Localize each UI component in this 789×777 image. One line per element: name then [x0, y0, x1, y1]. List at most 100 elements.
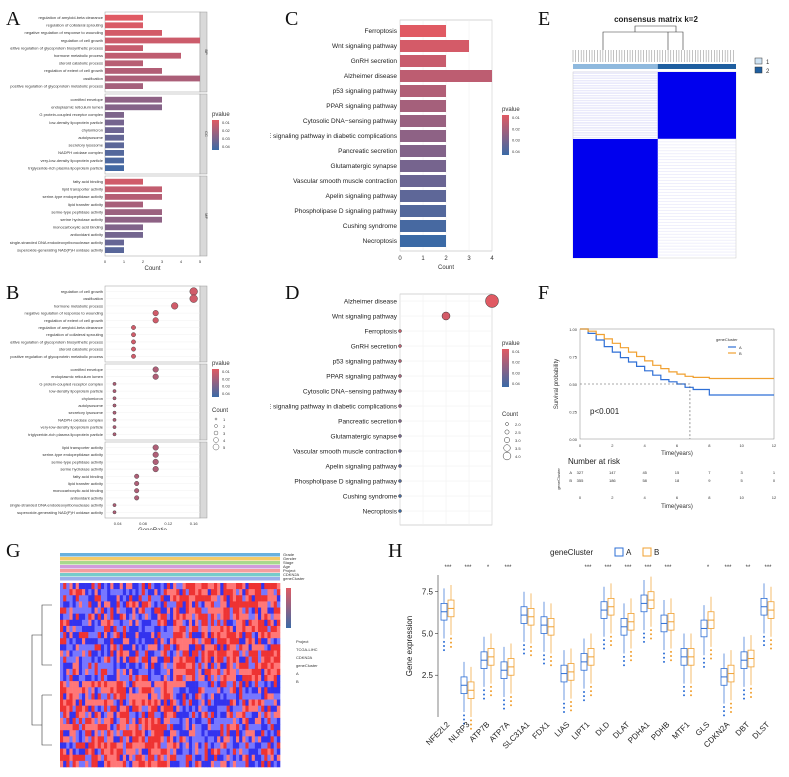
a-term-label: lipid transfer activity — [68, 202, 103, 207]
g-heat-cell — [176, 656, 180, 664]
g-heat-cell — [94, 589, 99, 596]
g-heat-cell — [78, 595, 83, 602]
g-heat-cell — [151, 583, 155, 590]
g-heat-cell — [226, 613, 231, 621]
g-heat-cell — [78, 748, 83, 756]
g-heat-cell — [176, 730, 180, 737]
g-heat-cell — [135, 724, 139, 731]
g-heat-cell — [242, 711, 246, 719]
g-heat-cell — [176, 662, 180, 670]
b-dot — [112, 432, 117, 437]
g-heat-cell — [119, 681, 124, 688]
g-heat-cell — [207, 595, 212, 602]
g-heat-cell — [276, 730, 281, 737]
g-heat-cell — [107, 650, 111, 657]
g-heat-cell — [78, 656, 83, 664]
g-heat-cell — [248, 760, 253, 768]
g-heat-cell — [261, 717, 265, 725]
g-heat-cell — [126, 583, 130, 590]
g-heat-cell — [188, 705, 193, 713]
g-heat-cell — [276, 644, 281, 651]
g-heat-cell — [207, 675, 212, 682]
g-heat-cell — [78, 742, 83, 749]
g-heat-cell — [226, 650, 231, 657]
g-heat-cell — [119, 687, 124, 694]
g-heat-cell — [245, 638, 249, 645]
a-bar — [105, 232, 143, 238]
g-heat-cell — [154, 644, 158, 651]
g-heat-cell — [192, 736, 196, 743]
f-risk-count: 147 — [609, 470, 616, 475]
g-heat-cell — [88, 693, 92, 700]
h-legend-title: geneCluster — [550, 548, 593, 557]
g-heat-cell — [126, 687, 130, 694]
g-heat-cell — [88, 662, 92, 670]
g-heat-cell — [245, 601, 249, 608]
g-heat-cell — [207, 613, 212, 621]
g-heat-cell — [245, 619, 249, 627]
g-heat-cell — [207, 699, 212, 706]
g-heat-cell — [185, 619, 190, 627]
b-dot — [131, 339, 136, 345]
g-heat-cell — [110, 717, 114, 725]
d-category-label: p53 signaling pathway — [333, 359, 398, 366]
g-heat-cell — [85, 632, 89, 639]
f-y-tick: 0.00 — [569, 437, 578, 442]
g-heat-cell — [119, 668, 124, 676]
g-heat-cell — [236, 724, 240, 731]
g-heat-cell — [100, 625, 105, 633]
g-heat-cell — [104, 656, 108, 664]
b-term-label: serine-type peptidase activity — [51, 459, 103, 464]
g-heat-cell — [204, 625, 209, 633]
g-annotation-label: Gender — [283, 556, 297, 561]
a-term-label: regulation of cell growth — [61, 38, 103, 43]
g-heat-cell — [119, 693, 124, 700]
g-heat-cell — [270, 644, 275, 651]
g-heat-cell — [258, 675, 262, 682]
g-heat-cell — [75, 754, 80, 762]
h-outlier — [763, 644, 765, 647]
g-heat-cell — [267, 681, 271, 688]
g-heat-cell — [154, 583, 158, 590]
g-heat-cell — [138, 589, 143, 596]
g-heat-cell — [239, 748, 243, 756]
g-heat-cell — [78, 687, 83, 694]
g-heat-cell — [267, 638, 271, 645]
g-heat-cell — [148, 748, 152, 756]
g-heat-cell — [132, 668, 136, 676]
h-category-label: FDX1 — [531, 720, 552, 741]
g-heat-cell — [273, 601, 278, 608]
g-heat-cell — [97, 613, 102, 621]
g-heat-cell — [270, 717, 275, 725]
g-heat-cell — [78, 754, 83, 762]
g-heat-cell — [229, 644, 234, 651]
g-heat-cell — [214, 650, 218, 657]
g-heat-cell — [204, 748, 209, 756]
g-heat-cell — [182, 638, 187, 645]
g-heat-cell — [170, 607, 174, 614]
panel-label-c: C — [285, 8, 299, 30]
g-heat-cell — [129, 638, 133, 645]
g-heat-cell — [69, 589, 73, 596]
g-heat-cell — [220, 589, 224, 596]
b-facet-frame — [104, 441, 201, 519]
g-heat-cell — [148, 656, 152, 664]
g-heat-cell — [229, 699, 234, 706]
g-heat-cell — [258, 625, 262, 633]
g-heat-cell — [163, 625, 168, 633]
g-heat-cell — [107, 668, 111, 676]
g-heat-cell — [182, 748, 187, 756]
g-heat-cell — [135, 589, 139, 596]
g-heat-cell — [217, 632, 221, 639]
g-heat-cell — [201, 583, 205, 590]
g-heat-cell — [138, 736, 143, 743]
g-heat-cell — [160, 656, 165, 664]
f-risk-count: 58 — [642, 478, 647, 483]
g-heat-cell — [258, 699, 262, 706]
g-heat-cell — [66, 644, 70, 651]
g-heat-cell — [126, 693, 130, 700]
g-heat-cell — [166, 730, 171, 737]
g-heat-cell — [94, 656, 99, 664]
g-heat-cell — [72, 760, 77, 768]
g-heat-cell — [254, 638, 259, 645]
